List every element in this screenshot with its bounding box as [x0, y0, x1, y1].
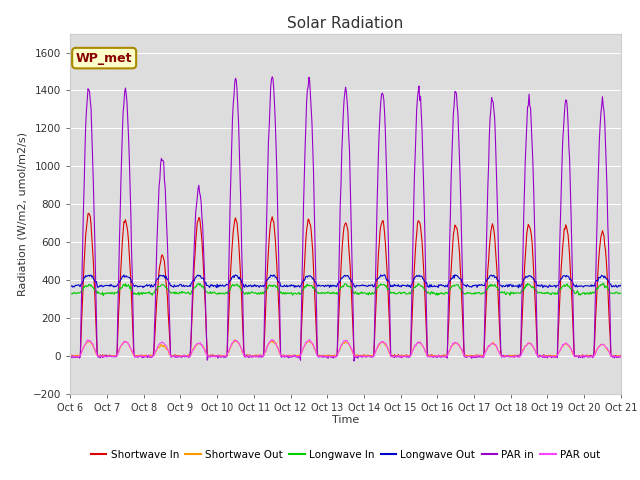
Legend: Shortwave In, Shortwave Out, Longwave In, Longwave Out, PAR in, PAR out: Shortwave In, Shortwave Out, Longwave In…: [86, 445, 605, 464]
X-axis label: Time: Time: [332, 415, 359, 425]
Y-axis label: Radiation (W/m2, umol/m2/s): Radiation (W/m2, umol/m2/s): [17, 132, 28, 296]
Title: Solar Radiation: Solar Radiation: [287, 16, 404, 31]
Text: WP_met: WP_met: [76, 51, 132, 65]
